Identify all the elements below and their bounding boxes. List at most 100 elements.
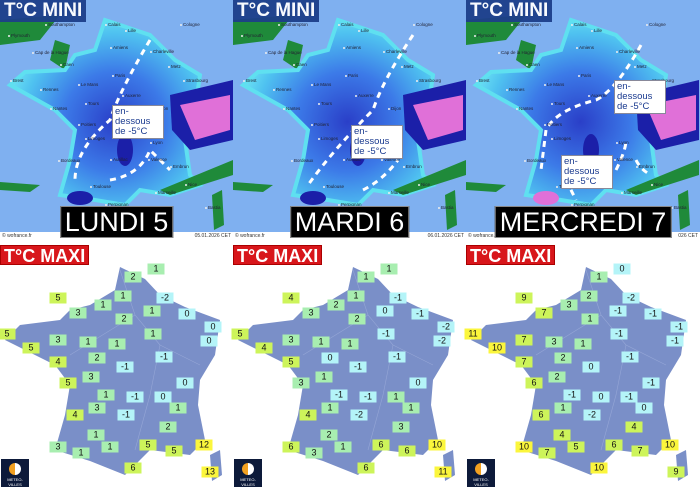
temperature-label: 1: [581, 313, 599, 325]
cold-zone-annotation: en-dessous de -5°C: [614, 80, 666, 114]
temperature-label: 0: [200, 335, 218, 347]
temperature-label: 1: [315, 371, 333, 383]
min-temp-map-1: Plymouth Southampton Calais Lille Cologne Ami…: [0, 0, 233, 240]
city-label: Lille: [125, 28, 136, 33]
city-label: Calais: [105, 22, 121, 27]
city-label: Auxerre: [355, 93, 374, 98]
city-label: Bastia: [205, 205, 221, 210]
city-label: Calais: [338, 22, 354, 27]
city-label: Dijon: [388, 106, 401, 111]
city-label: Plymouth: [8, 33, 30, 38]
city-label: Poitiers: [78, 122, 96, 127]
temperature-label: -1: [642, 377, 660, 389]
temperature-label: 1: [101, 441, 119, 453]
temperature-label: 1: [347, 290, 365, 302]
city-label: Limoges: [551, 136, 571, 141]
city-label: Valence: [614, 157, 633, 162]
city-label: Southampton: [511, 22, 541, 27]
temperature-label: 5: [59, 377, 77, 389]
city-label: Auxerre: [588, 93, 607, 98]
city-label: Rennes: [273, 87, 292, 92]
map-date: 06.01.2026 CET: [427, 233, 464, 239]
city-label: Poitiers: [544, 122, 562, 127]
temperature-label: 13: [201, 466, 219, 478]
temperature-label: 7: [515, 356, 533, 368]
max-temp-title: T°C MAXI: [233, 245, 323, 266]
temperature-label: 4: [299, 409, 317, 421]
meteo-villes-logo: METEO- VILLES: [1, 459, 29, 487]
temperature-label: -1: [609, 305, 627, 317]
city-label: Cap de la Hague: [32, 50, 69, 55]
temperature-label: 3: [282, 334, 300, 346]
city-label: Cap de la Hague: [265, 50, 302, 55]
city-label: Tours: [318, 101, 332, 106]
city-label: Perpignan: [105, 202, 129, 207]
city-label: Rennes: [40, 87, 59, 92]
city-label: Toulouse: [90, 184, 111, 189]
city-label: Marseille: [155, 190, 176, 195]
temperature-label: 2: [348, 313, 366, 325]
temperature-label: 1: [97, 389, 115, 401]
temperature-label: 1: [72, 447, 90, 459]
temperature-label: 9: [515, 292, 533, 304]
city-label: Paris: [345, 73, 358, 78]
city-label: Calais: [571, 22, 587, 27]
temperature-label: -2: [433, 335, 451, 347]
temperature-label: -2: [350, 409, 368, 421]
min-temp-map-2: Plymouth Southampton Calais Lille Cologne Ami…: [233, 0, 466, 240]
city-label: Auxerre: [122, 93, 141, 98]
city-label: Tours: [551, 101, 565, 106]
temperature-label: 9: [667, 466, 685, 478]
temperature-label: -1: [116, 361, 134, 373]
city-label: Paris: [578, 73, 591, 78]
city-label: Plymouth: [241, 33, 263, 38]
temperature-label: 3: [545, 336, 563, 348]
min-temp-title: T°C MINI: [233, 0, 320, 22]
temperature-label: 1: [169, 402, 187, 414]
temperature-label: 1: [94, 299, 112, 311]
temperature-label: 1: [402, 402, 420, 414]
city-label: Cap de la Hague: [498, 50, 535, 55]
city-label: Limoges: [318, 136, 338, 141]
temperature-label: 10: [428, 439, 446, 451]
temperature-label: 3: [49, 334, 67, 346]
temperature-label: -1: [388, 351, 406, 363]
temperature-label: 6: [532, 409, 550, 421]
temperature-label: 5: [231, 328, 249, 340]
city-label: Embrun: [636, 164, 655, 169]
temperature-label: 1: [312, 336, 330, 348]
temperature-label: 0: [613, 263, 631, 275]
temperature-label: 1: [87, 429, 105, 441]
city-label: Valence: [381, 157, 400, 162]
source-credit: © wofrance.fr: [2, 233, 32, 239]
temperature-label: 11: [434, 466, 452, 478]
temperature-label: -1: [117, 409, 135, 421]
temperature-label: 1: [341, 338, 359, 350]
cold-zone-annotation: en-dessous de -5°C: [561, 155, 613, 189]
city-label: Amiens: [343, 45, 361, 50]
day-label: MARDI 6: [289, 206, 410, 238]
temperature-label: 5: [282, 356, 300, 368]
city-label: Cologne: [646, 22, 666, 27]
temperature-label: -1: [349, 361, 367, 373]
temperature-label: 1: [144, 328, 162, 340]
temperature-label: 2: [115, 313, 133, 325]
city-label: Tours: [85, 101, 99, 106]
city-label: Bordeaux: [58, 158, 80, 163]
city-label: Plymouth: [474, 33, 496, 38]
temperature-label: 3: [392, 421, 410, 433]
temperature-label: 5: [139, 439, 157, 451]
temperature-label: 7: [538, 447, 556, 459]
city-label: Charleville: [616, 49, 640, 54]
city-label: Marseille: [621, 190, 642, 195]
temperature-label: 2: [580, 290, 598, 302]
city-label: Bastia: [438, 205, 454, 210]
temperature-label: -1: [389, 292, 407, 304]
temperature-label: -1: [666, 335, 684, 347]
temperature-label: -1: [610, 328, 628, 340]
temperature-label: 4: [553, 429, 571, 441]
temperature-label: 0: [409, 377, 427, 389]
city-label: Brest: [243, 78, 257, 83]
temperature-label: 1: [334, 441, 352, 453]
city-label: Toulouse: [323, 184, 344, 189]
